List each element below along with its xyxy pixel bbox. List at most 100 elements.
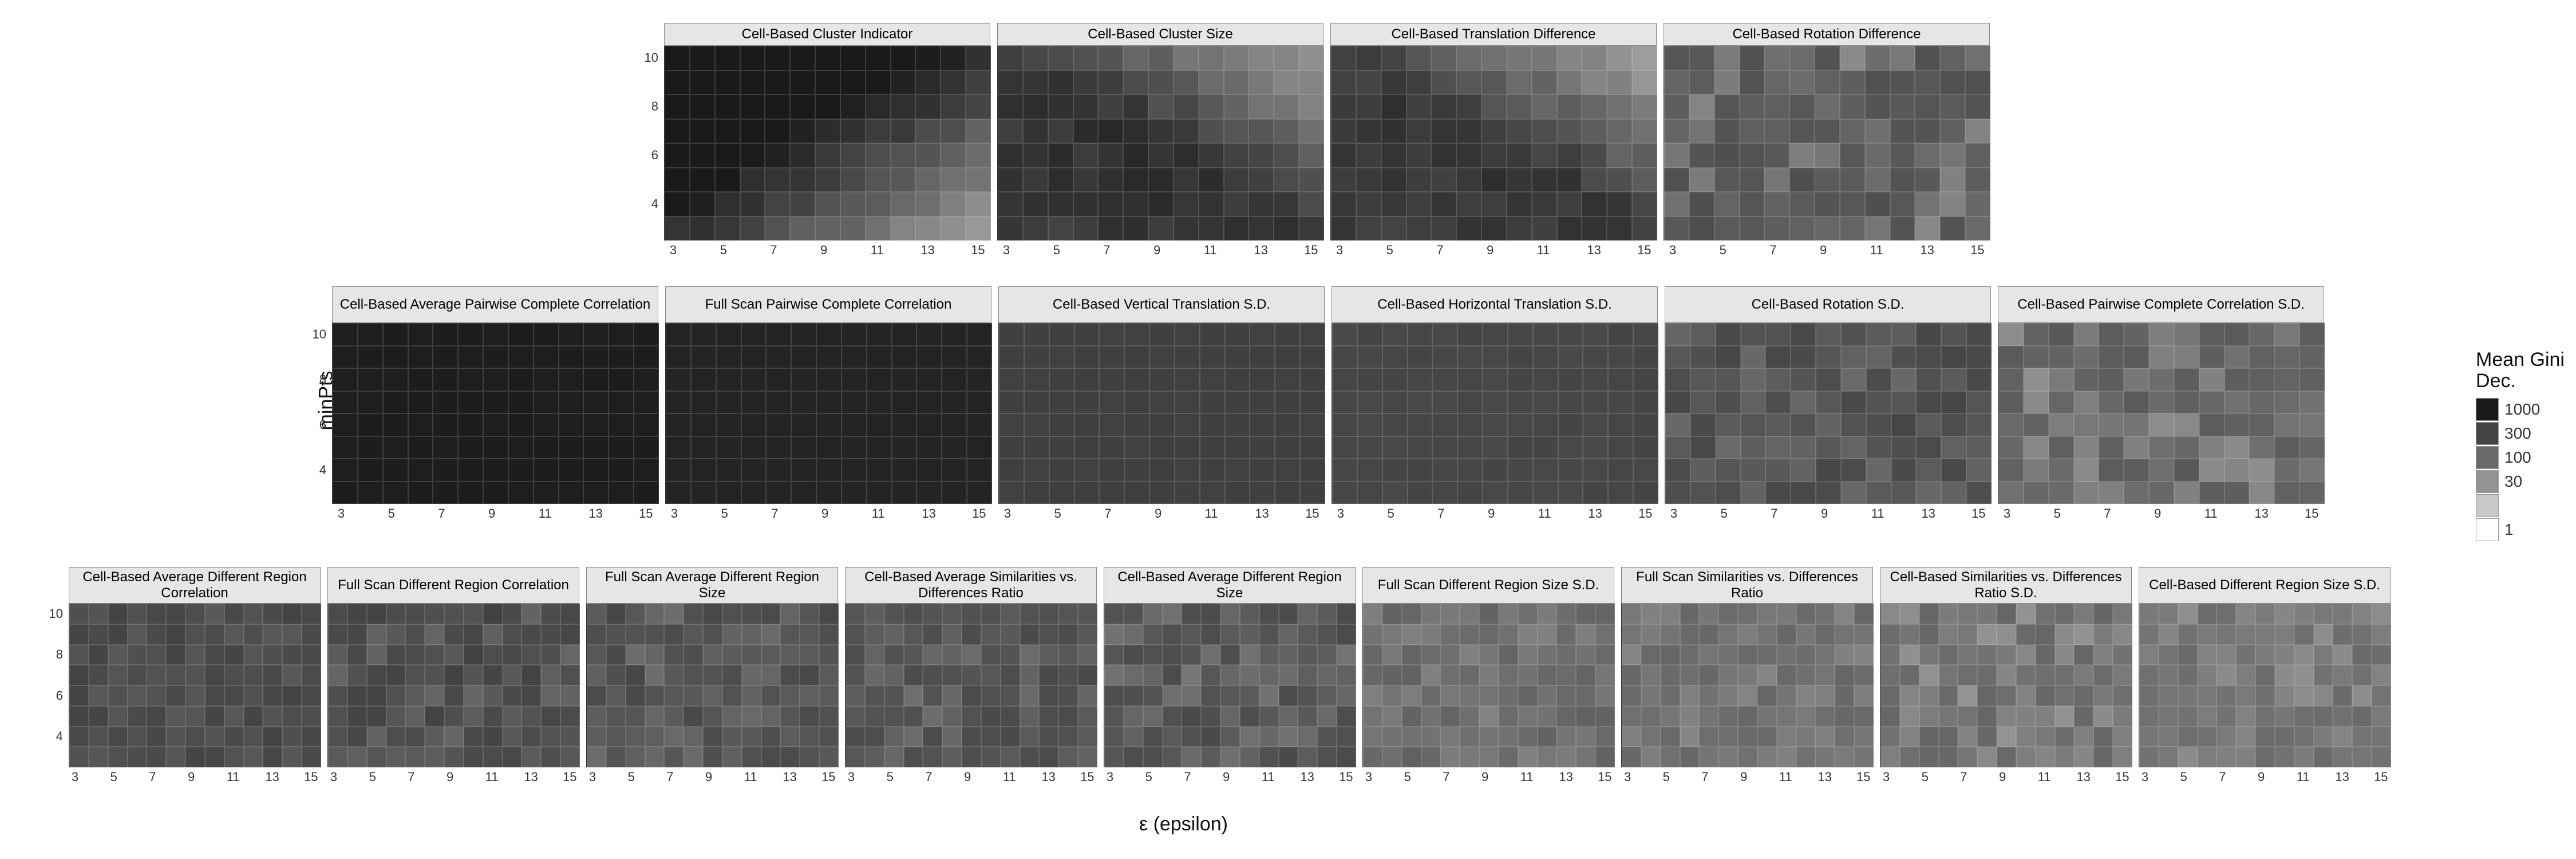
heatmap-cell — [1622, 706, 1641, 727]
heatmap-cell — [740, 192, 765, 216]
heatmap-cell — [1332, 413, 1357, 436]
heatmap-cell — [302, 727, 321, 747]
heatmap-cell — [1357, 391, 1382, 414]
x-tick-label: 5 — [1922, 770, 1929, 785]
heatmap-cell — [1777, 685, 1796, 706]
x-tick-label: 5 — [110, 770, 117, 785]
x-tick-label: 7 — [666, 770, 673, 785]
heatmap-cell — [942, 604, 962, 624]
heatmap-cell — [1556, 747, 1576, 767]
heatmap-cell — [891, 192, 916, 216]
heatmap-cell — [691, 391, 716, 414]
heatmap-cell — [1124, 482, 1149, 505]
heatmap-cell — [1890, 94, 1915, 119]
heatmap-cell — [800, 604, 819, 624]
y-tick-label: 6 — [635, 149, 662, 161]
heatmap-cell — [765, 94, 790, 119]
heatmap-cell — [941, 119, 966, 144]
heatmap-cell — [819, 706, 839, 727]
heatmap-cell — [1699, 706, 1718, 727]
heatmap-cell — [1332, 391, 1357, 414]
heatmap-cell — [405, 665, 425, 685]
heatmap-cell — [1940, 216, 1965, 241]
heatmap-cell — [383, 436, 408, 459]
heatmap-cell — [1583, 459, 1608, 482]
heatmap-cell — [2139, 685, 2159, 706]
heatmap-cell — [765, 143, 790, 168]
heatmap-cell — [2333, 645, 2352, 665]
heatmap-cell — [128, 747, 147, 767]
x-tick-label: 5 — [720, 243, 727, 258]
heatmap-cell — [1432, 368, 1457, 391]
heatmap-cell — [2333, 604, 2352, 624]
heatmap-cell — [904, 665, 923, 685]
x-tick-label: 13 — [588, 506, 602, 521]
heatmap-cell — [1124, 685, 1143, 706]
heatmap-cell — [333, 436, 358, 459]
x-tick-label: 15 — [2115, 770, 2129, 785]
heatmap-cell — [1039, 645, 1058, 665]
heatmap-cell — [1699, 747, 1718, 767]
heatmap-cell — [2099, 413, 2124, 436]
heatmap-cell — [1919, 665, 1939, 685]
heatmap-cell — [1259, 706, 1279, 727]
heatmap-cell — [1259, 604, 1279, 624]
heatmap-cell — [1274, 216, 1299, 241]
heatmap-cell — [1680, 685, 1700, 706]
heatmap-cell — [1633, 323, 1658, 346]
heatmap-cell — [1835, 604, 1854, 624]
heatmap-cell — [1900, 604, 1919, 624]
heatmap-cell — [766, 346, 791, 369]
heatmap-cell — [942, 747, 962, 767]
heatmap-cell — [1865, 94, 1890, 119]
heatmap-cell — [1865, 143, 1890, 168]
heatmap-cell — [521, 727, 541, 747]
heatmap-cell — [1048, 94, 1073, 119]
heatmap-cell — [108, 747, 128, 767]
heatmap-cell — [1815, 168, 1840, 192]
heatmap-cell — [1421, 727, 1441, 747]
heatmap-cell — [999, 323, 1024, 346]
heatmap-cell — [408, 413, 433, 436]
heatmap-cell — [244, 727, 263, 747]
heatmap-cell — [1507, 94, 1532, 119]
heatmap-grid — [1104, 604, 1356, 767]
heatmap-cell — [483, 727, 503, 747]
heatmap-cell — [1835, 706, 1854, 727]
heatmap-cell — [2199, 346, 2225, 369]
heatmap-cell — [2217, 685, 2236, 706]
heatmap-cell — [1940, 192, 1965, 216]
heatmap-cell — [1124, 604, 1143, 624]
heatmap-cell — [1099, 436, 1124, 459]
heatmap-cell — [1816, 368, 1841, 391]
heatmap-cell — [703, 665, 722, 685]
heatmap-cell — [1224, 119, 1249, 144]
heatmap-cell — [1356, 168, 1381, 192]
heatmap-cell — [1576, 747, 1595, 767]
heatmap-cell — [1939, 727, 1958, 747]
heatmap-cell — [1714, 46, 1740, 70]
x-tick-label: 9 — [1740, 770, 1747, 785]
heatmap-cell — [1381, 168, 1406, 192]
heatmap-cell — [559, 482, 584, 505]
heatmap-cell — [866, 119, 891, 144]
heatmap-cell — [508, 391, 534, 414]
heatmap-cell — [1977, 624, 1997, 645]
heatmap-cell — [1958, 727, 1977, 747]
x-tick-label: 7 — [1960, 770, 1967, 785]
heatmap-cell — [1538, 604, 1557, 624]
heatmap-cell — [1840, 94, 1865, 119]
heatmap-cell — [1048, 70, 1073, 95]
heatmap-cell — [1274, 143, 1299, 168]
x-tick-label: 11 — [1205, 506, 1218, 521]
heatmap-cell — [690, 216, 715, 241]
heatmap-cell — [383, 346, 408, 369]
heatmap-cell — [1891, 391, 1917, 414]
heatmap-grid — [1330, 46, 1657, 241]
heatmap-cell — [1815, 685, 1835, 706]
legend-title: Mean GiniDec. — [2476, 349, 2565, 392]
heatmap-cell — [865, 624, 884, 645]
heatmap-cell — [1865, 168, 1890, 192]
heatmap-cell — [483, 459, 508, 482]
heatmap-cell — [1250, 459, 1275, 482]
